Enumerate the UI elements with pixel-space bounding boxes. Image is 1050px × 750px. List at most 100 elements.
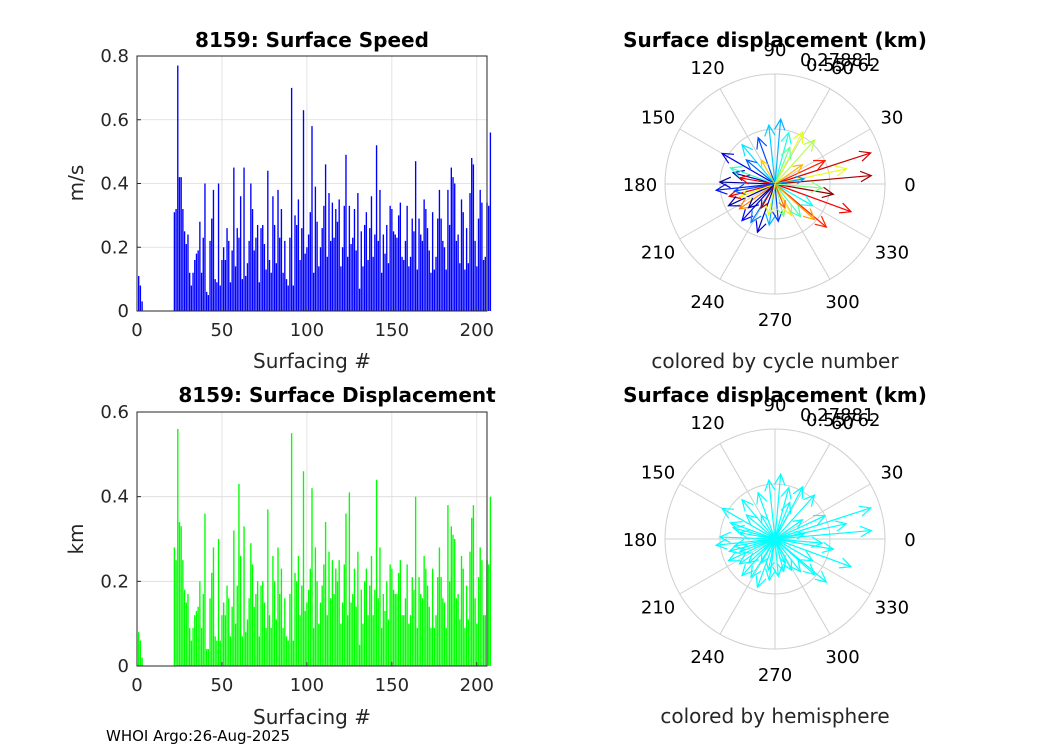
polar-hemi-arrow [760,538,776,565]
disp-bar [413,589,415,666]
speed-bar [425,209,427,311]
speed-chart-title: 8159: Surface Speed [195,28,429,52]
polar-cycle-chart: Surface displacement (km) colored by cyc… [623,28,927,373]
polar-hemi-arrow [745,514,776,540]
speed-bar [285,279,288,311]
polar-hemi-angle-label: 60 [831,413,854,434]
polar-hemi-arrow-shaft [760,538,776,564]
disp-bar [187,594,189,666]
disp-bar [285,636,288,666]
disp-bar [382,594,385,666]
polar-hemi-arrow-head [803,493,816,507]
polar-hemi-angle-label: 120 [690,413,724,434]
polar-hemi-arrow-shaft [774,519,803,540]
disp-bar [455,598,458,666]
speed-bar [316,221,318,311]
polar-hemi-arrow [774,538,802,573]
speed-bar [386,224,388,311]
polar-hemi-arrow [741,498,776,540]
disp-bar [211,572,213,666]
disp-bar [231,606,233,666]
speed-bar [212,189,215,311]
polar-hemi-arrow-shaft [734,538,776,547]
disp-bar [367,615,369,666]
polar-hemi-arrow-shaft [757,492,776,540]
speed-bar [397,215,400,311]
disp-bar [345,513,347,666]
polar-hemi-arrow-head [741,563,754,577]
polar-cycle-arrow-head [764,213,777,227]
disp-bar [188,627,191,666]
speed-bar [228,240,230,311]
speed-bar [379,189,381,311]
polar-hemi-arrow-head [738,529,751,540]
disp-bar [347,615,349,666]
polar-hemi-arrow-shaft [774,538,793,571]
speed-bar [347,256,349,311]
polar-hemi-arrow-shaft [730,522,776,540]
disp-bar [380,627,383,666]
disp-bar [178,522,181,666]
polar-cycle-arrow-shaft [774,152,871,185]
disp-bar [258,636,261,666]
speed-bar [384,253,386,311]
polar-cycle-arrow-shaft [760,159,776,185]
polar-hemi-arrow-shaft [774,474,782,540]
disp-bar [319,602,322,666]
speed-bar [253,250,255,311]
speed-bar [239,196,242,311]
speed-bar [309,212,311,311]
polar-cycle-arrow-shaft [767,183,776,215]
speed-bar [326,256,328,311]
polar-cycle-arrow-shaft [774,160,826,185]
disp-bar [248,598,250,666]
speed-bar [430,272,432,311]
polar-cycle-arrow [764,123,776,185]
polar-hemi-arrow-head [780,501,792,515]
speed-bar [138,275,140,311]
polar-hemi-arrow-head [834,520,848,532]
disp-bar [194,615,196,666]
polar-hemi-arrow-shaft [774,538,813,562]
polar-cycle-angle-label: 210 [641,243,675,264]
disp-bar [433,627,436,666]
speed-ytick-label: 0.2 [100,237,129,258]
speed-bar [474,240,476,311]
disp-bar [204,513,206,666]
disp-bar [262,581,264,666]
displacement-chart: 8159: Surface Displacement Surfacing # k… [64,383,496,729]
polar-cycle-arrow-head [732,183,746,196]
polar-hemi-arrow-shaft [739,532,776,540]
polar-cycle-arrow-shaft [774,132,790,185]
speed-bar [365,212,368,311]
speed-bar [255,237,257,311]
polar-cycle-arrow [760,158,776,185]
speed-bar [199,221,201,311]
polar-cycle-arrow-head [839,202,853,214]
polar-hemi-spoke [774,483,871,540]
disp-bar [423,555,425,666]
polar-hemi-arrow [774,538,816,576]
polar-hemi-arrow-head [792,485,804,499]
polar-cycle-arrow [729,166,776,185]
speed-bar [438,189,441,311]
speed-bar [277,189,279,311]
polar-hemi-arrow-shaft [774,538,823,544]
polar-cycle-arrow [756,136,776,185]
disp-bar [238,483,240,666]
speed-bar [318,266,320,311]
polar-cycle-arrow [774,183,835,199]
polar-cycle-arrow-head [714,183,728,195]
polar-hemi-arrow-head [771,565,783,578]
polar-hemi-angle-label: 240 [690,647,724,668]
polar-cycle-angle-label: 0 [904,175,915,196]
disp-bar [173,547,176,666]
speed-bar [450,167,452,311]
polar-cycle-arrow [732,183,776,196]
polar-hemi-arrow [774,530,806,540]
speed-bar [173,212,176,311]
polar-cycle-arrow-shaft [774,183,785,217]
polar-hemi-arrow-shaft [729,538,776,552]
polar-cycle-arrow-shaft [757,137,776,185]
